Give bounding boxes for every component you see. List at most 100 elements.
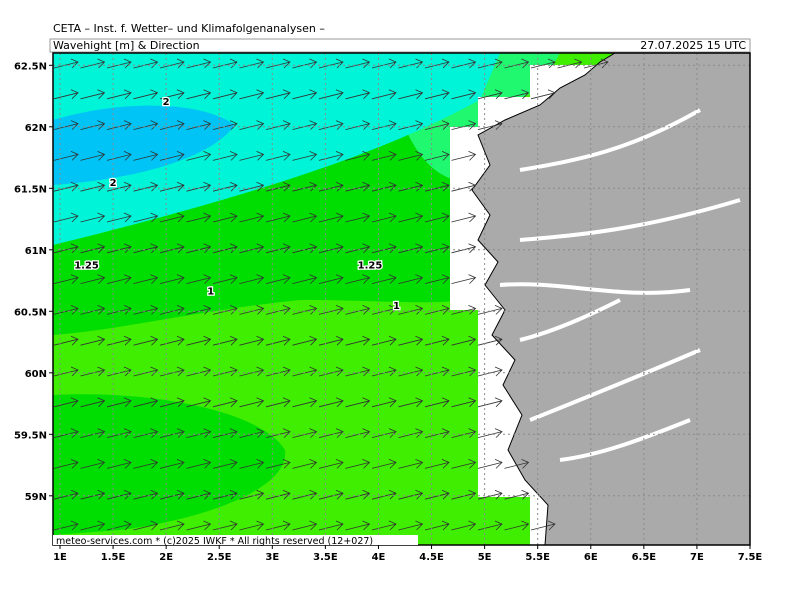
arrow — [212, 459, 238, 469]
arrow — [186, 397, 212, 408]
arrow — [504, 489, 530, 500]
contour-label: 1.25 — [358, 261, 383, 272]
arrow — [212, 212, 238, 223]
arrow — [80, 305, 106, 315]
arrow — [133, 120, 159, 130]
arrow — [345, 366, 371, 377]
arrow — [345, 459, 371, 469]
arrow — [345, 151, 371, 161]
arrow — [398, 489, 424, 500]
arrow — [451, 397, 477, 408]
arrow — [53, 212, 79, 223]
arrow — [159, 366, 185, 377]
arrow — [345, 120, 371, 130]
arrow — [477, 459, 503, 469]
contour-label: 1 — [393, 301, 400, 312]
arrow — [398, 428, 424, 438]
arrow — [451, 212, 477, 223]
y-tick-label: 59N — [25, 492, 47, 503]
arrow — [133, 335, 159, 346]
x-tick-label: 2.5E — [207, 552, 232, 563]
arrow — [424, 397, 450, 408]
x-tick-label: 6E — [584, 552, 598, 563]
arrow — [424, 212, 450, 223]
arrow — [318, 181, 344, 192]
arrow — [186, 459, 212, 469]
arrow — [186, 89, 212, 100]
arrow — [398, 212, 424, 223]
arrow — [424, 120, 450, 130]
arrow — [504, 89, 530, 100]
arrow — [318, 305, 344, 315]
arrow — [133, 366, 159, 377]
arrow — [133, 305, 159, 315]
arrow — [133, 243, 159, 254]
y-tick-label: 59.5N — [14, 430, 47, 441]
arrow — [424, 305, 450, 315]
arrow — [80, 520, 106, 531]
arrow — [345, 89, 371, 100]
arrow — [239, 151, 265, 161]
arrow — [80, 151, 106, 161]
arrow — [239, 397, 265, 408]
plot-area — [53, 53, 750, 545]
arrow — [398, 397, 424, 408]
arrow — [477, 520, 503, 531]
arrow — [212, 151, 238, 161]
arrow — [398, 120, 424, 130]
arrow — [159, 120, 185, 130]
arrow — [239, 243, 265, 254]
arrow — [318, 58, 344, 69]
arrow — [239, 366, 265, 377]
arrow — [451, 520, 477, 531]
arrow — [318, 459, 344, 469]
arrow — [398, 520, 424, 531]
arrow — [398, 366, 424, 377]
arrow — [583, 58, 609, 69]
arrow — [318, 520, 344, 531]
contour-label: 2 — [110, 178, 117, 189]
arrow — [212, 335, 238, 346]
arrow — [53, 151, 79, 161]
arrow — [371, 520, 397, 531]
arrow — [80, 397, 106, 408]
arrow — [292, 520, 318, 531]
arrow — [292, 151, 318, 161]
arrow — [133, 489, 159, 500]
arrow — [53, 520, 79, 531]
arrow — [451, 151, 477, 161]
arrow — [398, 89, 424, 100]
arrow — [239, 520, 265, 531]
arrow — [186, 274, 212, 284]
arrow — [133, 151, 159, 161]
arrow — [159, 489, 185, 500]
arrow — [80, 274, 106, 284]
arrow — [318, 151, 344, 161]
arrow — [371, 89, 397, 100]
arrow — [106, 397, 132, 408]
arrow — [133, 212, 159, 223]
x-tick-label: 4.5E — [419, 552, 444, 563]
y-tick-label: 60N — [25, 369, 47, 380]
arrow — [106, 89, 132, 100]
arrow — [451, 335, 477, 346]
arrow — [292, 459, 318, 469]
arrow — [398, 335, 424, 346]
arrow — [80, 335, 106, 346]
y-tick-label: 60.5N — [14, 307, 47, 318]
arrow — [504, 520, 530, 531]
arrow — [159, 305, 185, 315]
arrow — [265, 89, 291, 100]
arrow — [318, 212, 344, 223]
arrow — [371, 151, 397, 161]
x-tick-label: 5.5E — [525, 552, 550, 563]
arrow — [159, 335, 185, 346]
arrow — [239, 459, 265, 469]
arrow — [80, 428, 106, 438]
arrow — [265, 459, 291, 469]
arrow — [80, 120, 106, 130]
arrow — [106, 520, 132, 531]
arrow — [53, 274, 79, 284]
field-mid-south — [53, 394, 286, 535]
arrow — [159, 459, 185, 469]
